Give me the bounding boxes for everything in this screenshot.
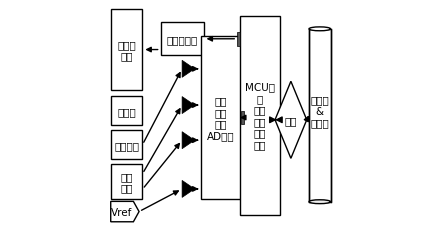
Ellipse shape	[308, 200, 330, 204]
Bar	[160, 23, 203, 56]
Text: 热激发
装置: 热激发 装置	[117, 39, 136, 61]
Bar	[239, 17, 279, 215]
Text: 温度监测: 温度监测	[114, 140, 139, 150]
Text: 计算机
&
数据库: 计算机 & 数据库	[310, 95, 328, 128]
Text: 通信: 通信	[284, 115, 297, 125]
Polygon shape	[182, 181, 194, 197]
Bar	[110, 131, 142, 160]
Text: 热激发驱动: 热激发驱动	[166, 35, 197, 44]
Bar	[110, 96, 142, 126]
Text: Vref: Vref	[111, 207, 132, 217]
Bar	[308, 30, 330, 202]
Bar	[110, 164, 142, 199]
Bar	[240, 111, 243, 125]
Text: 温度
采样: 温度 采样	[120, 171, 133, 192]
Bar	[237, 33, 239, 46]
Bar	[110, 10, 142, 91]
Text: 导冷块: 导冷块	[117, 106, 136, 116]
Bar	[201, 37, 240, 199]
Text: MCU模
块
控制
软件
算法
接口: MCU模 块 控制 软件 算法 接口	[244, 82, 274, 150]
Polygon shape	[274, 82, 306, 159]
Text: 前端
信号
处理
AD转换: 前端 信号 处理 AD转换	[207, 96, 234, 140]
Ellipse shape	[308, 28, 330, 32]
Polygon shape	[182, 97, 194, 114]
Polygon shape	[182, 132, 194, 149]
Polygon shape	[110, 202, 139, 222]
Polygon shape	[182, 61, 194, 78]
